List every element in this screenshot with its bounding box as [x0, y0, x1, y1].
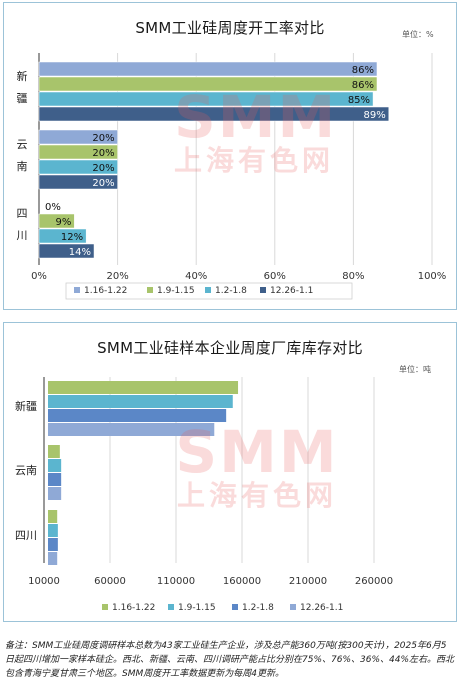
bar — [48, 459, 62, 472]
legend-swatch — [102, 604, 108, 610]
bar — [48, 538, 58, 551]
x-tick-label: 80% — [342, 271, 364, 282]
x-tick-label: 60000 — [94, 576, 126, 587]
inventory-chart-panel: SMM工业硅样本企业周度厂库库存对比 单位：吨 10000 60000 110000… — [3, 322, 457, 622]
legend-label: 1.9-1.15 — [178, 603, 216, 613]
category-label: 云 — [17, 138, 28, 151]
bar — [38, 243, 95, 259]
x-tick-label: 110000 — [157, 576, 195, 587]
bar — [38, 144, 118, 160]
bar — [48, 552, 58, 565]
x-tick-label: 10000 — [28, 576, 60, 587]
x-tick-label: 0% — [31, 271, 47, 282]
x-tick-label: 160000 — [223, 576, 261, 587]
legend-swatch — [290, 604, 296, 610]
chart1-title: SMM工业硅周度开工率对比 — [135, 19, 325, 37]
category-label: 云南 — [15, 464, 37, 477]
x-tick-label: 260000 — [355, 576, 393, 587]
bar — [38, 76, 378, 92]
data-label: 9% — [55, 217, 71, 228]
legend-swatch — [260, 287, 266, 293]
x-tick-label: 100% — [418, 271, 447, 282]
legend-label: 1.9-1.15 — [157, 286, 195, 296]
legend-label: 1.16-1.22 — [84, 286, 127, 296]
legend-swatch — [74, 287, 80, 293]
bar — [38, 174, 118, 190]
bar — [38, 228, 87, 244]
bar — [48, 409, 227, 422]
bar — [48, 473, 62, 486]
category-label: 新疆 — [15, 399, 37, 413]
category-label: 南 — [17, 160, 28, 173]
bar — [38, 159, 118, 175]
data-label: 14% — [69, 247, 91, 258]
chart2-title: SMM工业硅样本企业周度厂库库存对比 — [97, 339, 363, 357]
legend-swatch — [232, 604, 238, 610]
bar — [48, 445, 60, 458]
bar — [38, 91, 374, 107]
bar — [48, 395, 233, 408]
bar — [48, 524, 58, 537]
category-label: 四川 — [15, 529, 37, 542]
data-label: 20% — [92, 178, 114, 189]
data-label: 0% — [45, 202, 61, 213]
x-tick-label: 60% — [264, 271, 286, 282]
data-label: 85% — [348, 95, 370, 106]
x-tick-label: 20% — [106, 271, 128, 282]
inventory-bar-chart: 10000 60000 110000 160000 210000 260000 新疆云南四川… — [15, 377, 393, 613]
legend-swatch — [147, 287, 153, 293]
legend-label: 12.26-1.1 — [300, 603, 343, 613]
bar — [48, 487, 62, 500]
footnote: 备注：SMM工业硅周度调研样本总数为43家工业硅生产企业，涉及总产能360万吨(… — [5, 641, 455, 679]
bar — [38, 213, 75, 229]
bar — [48, 423, 215, 436]
legend-swatch — [168, 604, 174, 610]
bar — [48, 381, 239, 394]
legend-label: 1.2-1.8 — [215, 286, 247, 296]
legend-swatch — [205, 287, 211, 293]
bar — [48, 510, 58, 523]
category-label: 川 — [17, 229, 28, 242]
data-label: 86% — [352, 80, 374, 91]
data-label: 20% — [92, 163, 114, 174]
data-label: 20% — [92, 133, 114, 144]
data-label: 12% — [61, 232, 83, 243]
x-tick-label: 210000 — [289, 576, 327, 587]
data-label: 20% — [92, 148, 114, 159]
data-label: 89% — [364, 110, 386, 121]
utilization-chart-panel: SMM工业硅周度开工率对比 单位：% 0% 20% 40% 60% 80% 100% 新疆 8… — [3, 2, 457, 310]
chart1-unit: 单位：% — [402, 30, 434, 39]
category-label: 疆 — [17, 92, 28, 105]
bar — [38, 129, 118, 145]
legend-label: 1.2-1.8 — [242, 603, 274, 613]
x-tick-label: 40% — [185, 271, 207, 282]
legend-frame — [65, 282, 353, 300]
legend-label: 12.26-1.1 — [270, 286, 313, 296]
category-label: 新 — [17, 69, 28, 83]
chart2-unit: 单位：吨 — [399, 365, 431, 374]
category-label: 四 — [17, 207, 28, 220]
data-label: 86% — [352, 65, 374, 76]
utilization-bar-chart: 0% 20% 40% 60% 80% 100% 新疆 86% 86% 85% 89% 云南 20% 20%… — [17, 53, 447, 300]
bar — [38, 61, 378, 77]
bar — [38, 106, 390, 122]
legend-label: 1.16-1.22 — [112, 603, 155, 613]
